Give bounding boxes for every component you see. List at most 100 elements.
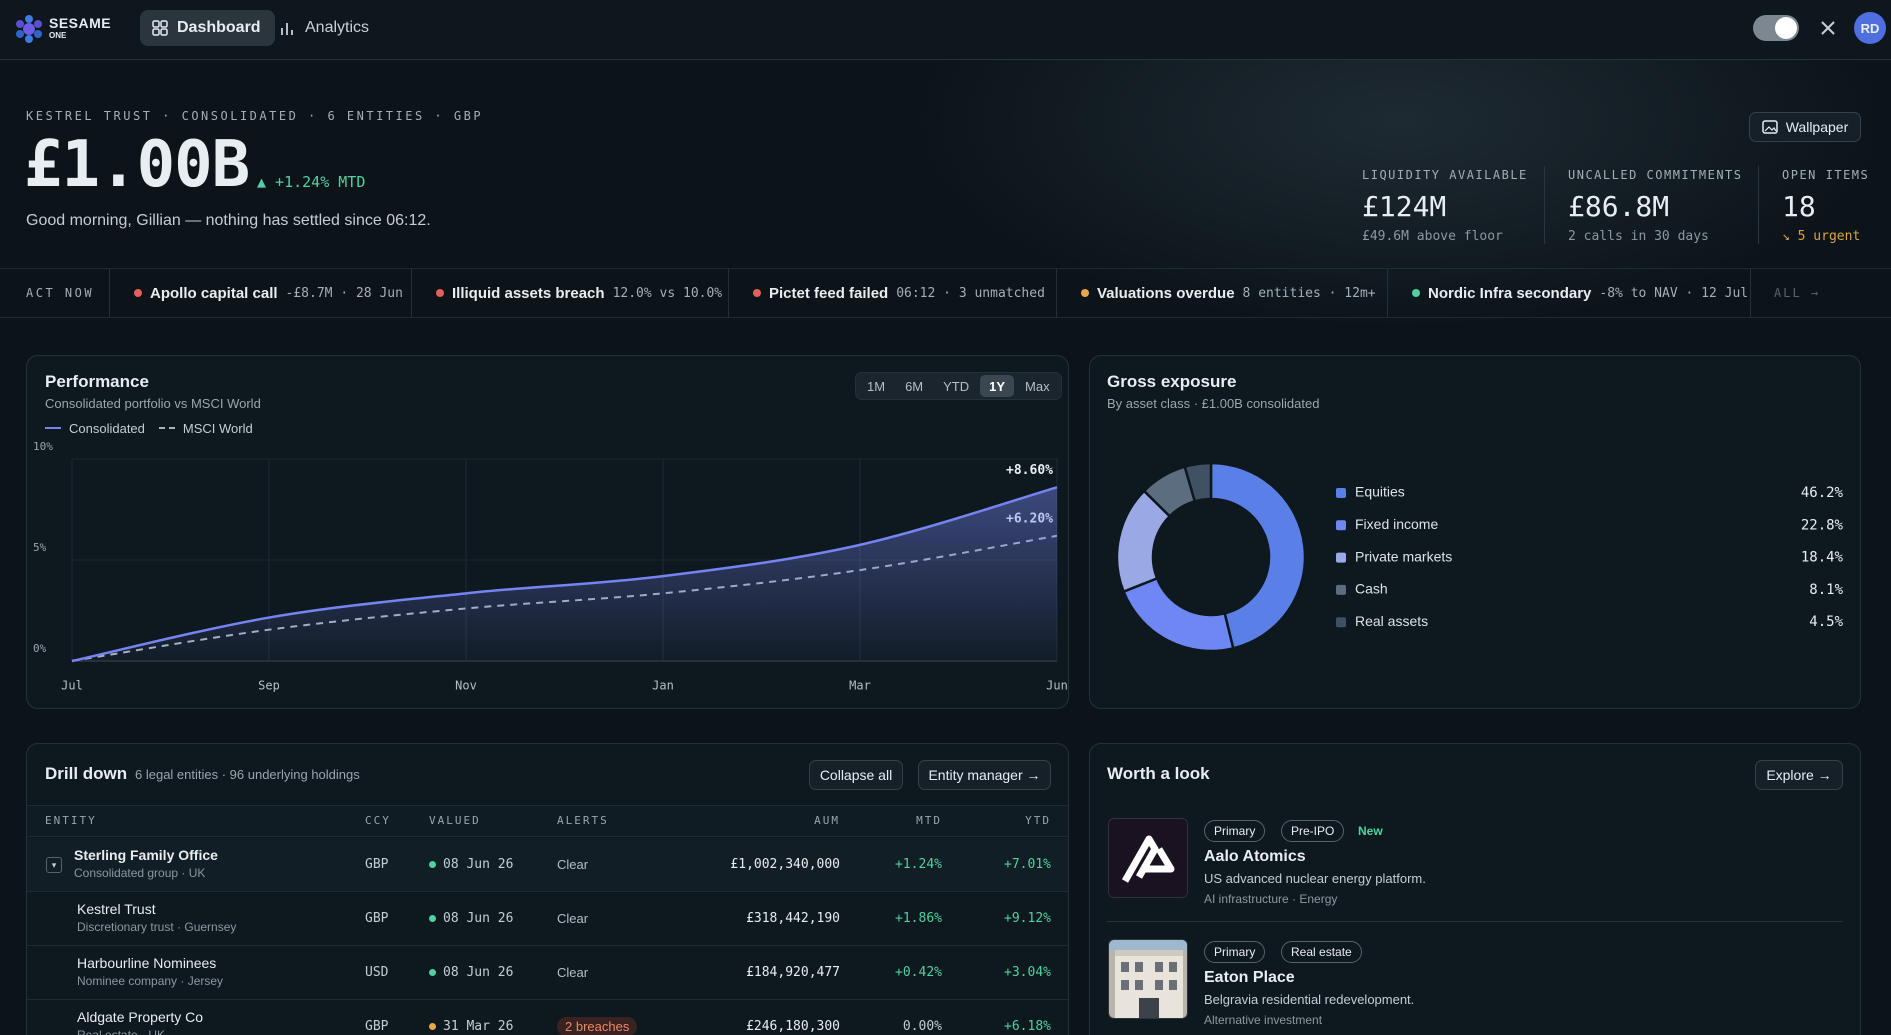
legend-label: Private markets: [1355, 548, 1452, 564]
legend: Consolidated MSCI World: [45, 420, 253, 436]
column-header: ENTITY: [45, 814, 97, 827]
item-name: Aalo Atomics: [1204, 848, 1306, 865]
tag: Pre-IPO: [1281, 820, 1345, 842]
worth-panel: Worth a look Explore → Primary Pre-IPO New Aa…: [1089, 743, 1861, 1035]
alert-dot: [753, 289, 761, 297]
value-label: 22.8%: [1801, 517, 1844, 533]
entity-sub: Real estate · UK: [77, 1028, 166, 1035]
alert-item[interactable]: Valuations overdue 8 entities · 12m+: [1056, 269, 1387, 317]
alert-label: ACT NOW: [26, 286, 95, 300]
aum: £246,180,300: [746, 1019, 840, 1034]
column-header: AUM: [814, 814, 840, 827]
y-tick-label: 10%: [33, 440, 53, 453]
alert-detail: 06:12 · 3 unmatched: [896, 285, 1045, 301]
nav-tab[interactable]: Analytics: [268, 10, 383, 46]
mtd: +1.86%: [895, 911, 942, 926]
entity-sub: Discretionary trust · Guernsey: [77, 920, 237, 934]
stat-note: £49.6M above floor: [1362, 229, 1503, 244]
eyebrow: KESTREL TRUST · CONSOLIDATED · 6 ENTITIE…: [26, 109, 484, 123]
ccy: GBP: [365, 911, 389, 926]
alert-item[interactable]: Illiquid assets breach 12.0% vs 10.0%: [411, 269, 728, 317]
alert-status: Clear: [557, 965, 589, 980]
alert-more[interactable]: ALL →: [1750, 269, 1820, 317]
stat-label: OPEN ITEMS: [1782, 168, 1870, 182]
alert-detail: 8 entities · 12m+: [1242, 285, 1376, 301]
item-desc: Belgravia residential redevelopment.: [1204, 992, 1415, 1007]
toggle-knob: [1775, 17, 1797, 39]
stat-value: £124M: [1362, 190, 1447, 223]
alert-item[interactable]: Pictet feed failed 06:12 · 3 unmatched: [728, 269, 1056, 317]
panel-subtitle: 6 legal entities · 96 underlying holding…: [135, 767, 360, 782]
theme-toggle[interactable]: [1753, 15, 1799, 41]
navbar: [0, 0, 1891, 60]
brand: SESAME: [49, 15, 112, 31]
alert-title: Valuations overdue: [1097, 284, 1235, 302]
entity-sub: Nominee company · Jersey: [77, 974, 224, 988]
legend-swatch: [1336, 520, 1346, 531]
legend-swatch: [1336, 584, 1346, 595]
range-button[interactable]: YTD: [943, 378, 970, 394]
stat-note: ↘ 5 urgent: [1782, 229, 1861, 244]
series-area: [72, 487, 1057, 661]
column-header: YTD: [1025, 814, 1051, 827]
stat-divider: [1758, 166, 1759, 244]
range-button[interactable]: 1M: [867, 378, 886, 394]
alert-item[interactable]: Apollo capital call -£8.7M · 28 Jun: [109, 269, 411, 317]
status-dot: [429, 915, 436, 922]
range-button[interactable]: Max: [1025, 378, 1050, 394]
performance-panel: Performance Consolidated portfolio vs MSC…: [26, 355, 1069, 709]
brand-sub: ONE: [49, 31, 67, 40]
column-header: ALERTS: [557, 814, 609, 827]
alert-dot: [436, 289, 444, 297]
table-row[interactable]: [27, 838, 1068, 892]
table-row[interactable]: [27, 946, 1068, 1000]
x-tick-label: Jul: [61, 679, 83, 693]
alert-item[interactable]: Nordic Infra secondary -8% to NAV · 12 Ju…: [1387, 269, 1750, 317]
valued: 08 Jun 26: [443, 857, 514, 872]
item-meta: Alternative investment: [1204, 1013, 1323, 1027]
panel-button[interactable]: Entity manager →: [918, 760, 1051, 790]
column-header: CCY: [365, 814, 391, 827]
valued: 08 Jun 26: [443, 965, 514, 980]
tab-icon: [152, 20, 168, 36]
range-button[interactable]: 1Y: [980, 375, 1015, 397]
legend-swatch: [158, 427, 175, 429]
stat-note: 2 calls in 30 days: [1568, 229, 1709, 244]
mtd: +0.42%: [895, 965, 942, 980]
series-line: [71, 486, 1058, 663]
aum: £184,920,477: [746, 965, 840, 980]
table-row[interactable]: [27, 892, 1068, 946]
table-header: [27, 805, 1068, 837]
valued: 08 Jun 26: [443, 911, 514, 926]
panel-button[interactable]: Explore →: [1755, 760, 1843, 790]
nav-tab[interactable]: Dashboard: [140, 10, 275, 46]
entity-name: Kestrel Trust: [77, 901, 156, 917]
x-tick-label: Nov: [455, 679, 477, 693]
donut-slice: [1209, 461, 1307, 650]
legend-label: Fixed income: [1355, 516, 1438, 532]
tag: Primary: [1204, 941, 1266, 963]
alert-title: Apollo capital call: [150, 284, 278, 302]
avatar[interactable]: RD: [1854, 12, 1886, 44]
range-button[interactable]: 6M: [905, 378, 924, 394]
valued: 31 Mar 26: [443, 1019, 514, 1034]
alert-dot: [1081, 289, 1089, 297]
exposure-chart: Equities 46.2% Fixed income 22.8% Private ma…: [1115, 461, 1844, 653]
legend-swatch: [1336, 552, 1346, 563]
status-dot: [429, 861, 436, 868]
alert-status: 2 breaches: [557, 1017, 638, 1035]
ytd: +3.04%: [1004, 965, 1051, 980]
headline-value: £1.00B: [24, 128, 250, 202]
ccy: GBP: [365, 857, 389, 872]
stat-label: LIQUIDITY AVAILABLE: [1362, 168, 1528, 182]
panel-subtitle: Consolidated portfolio vs MSCI World: [45, 396, 261, 411]
donut-slice: [1183, 461, 1213, 503]
alert-title: Nordic Infra secondary: [1428, 284, 1592, 302]
alert-detail: 12.0% vs 10.0%: [612, 285, 723, 301]
panel-button[interactable]: Collapse all: [809, 760, 903, 790]
mtd: 0.00%: [902, 1019, 942, 1034]
wallpaper-button[interactable]: Wallpaper: [1749, 112, 1861, 142]
close-icon[interactable]: [1819, 19, 1837, 37]
tab-label: Analytics: [305, 19, 370, 36]
